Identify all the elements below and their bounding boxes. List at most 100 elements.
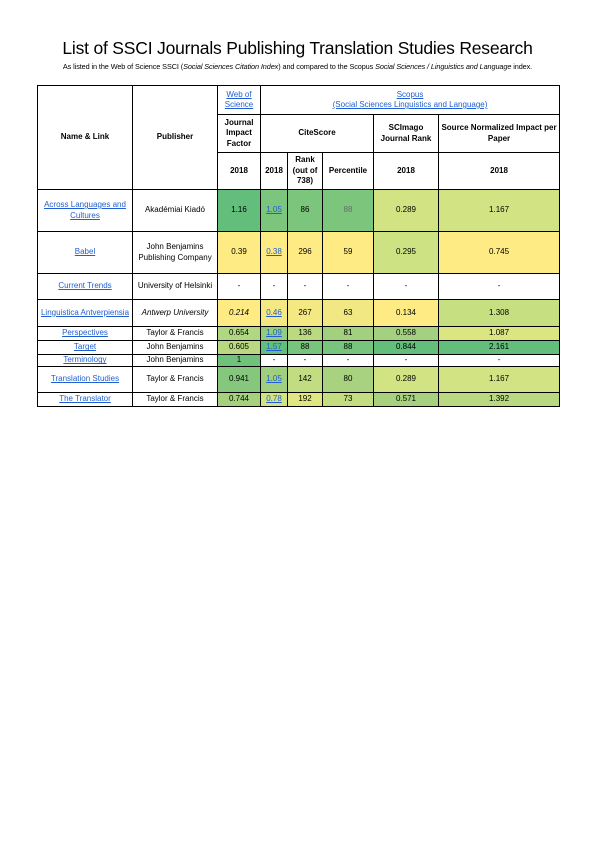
journal-name-link[interactable]: Translation Studies [50, 374, 120, 384]
citescore-percentile: 80 [322, 366, 374, 393]
header-name-link: Name & Link [37, 85, 133, 190]
snip-value: 1.392 [437, 392, 561, 407]
snip-value: 1.167 [437, 366, 561, 393]
table-row: Terminology John Benjamins 1- - - - - [37, 354, 561, 367]
header-web-of-science[interactable]: Web of Science [217, 85, 261, 115]
citescore-rank: - [287, 354, 323, 367]
citescore-percentile: 88 [322, 189, 374, 232]
citescore-rank: - [287, 273, 323, 300]
citescore-percentile: 88 [322, 340, 374, 355]
scimago-journal-rank: - [373, 273, 439, 300]
citescore-value-link[interactable]: 1.05 [266, 374, 282, 384]
citescore-rank: 192 [287, 392, 323, 407]
publisher: John Benjamins Publishing Company [132, 231, 218, 274]
snip-value: 0.745 [437, 231, 561, 274]
journal-name-link[interactable]: Terminology [63, 355, 107, 365]
publisher: John Benjamins [132, 340, 218, 355]
journal-name[interactable]: Terminology [37, 354, 133, 367]
snip-value: - [437, 273, 561, 300]
citescore-value[interactable]: 1.09 [260, 326, 288, 341]
citescore-value-link[interactable]: 1.57 [266, 342, 282, 352]
scimago-journal-rank: 0.571 [373, 392, 439, 407]
citescore-value-link[interactable]: 0.46 [266, 307, 282, 317]
web-of-science-link[interactable]: Web of Science [224, 89, 254, 110]
citescore-value[interactable]: 1.05 [260, 366, 288, 393]
journal-name-link[interactable]: Target [73, 342, 97, 352]
journal-name[interactable]: Current Trends [37, 273, 133, 300]
scimago-journal-rank: - [373, 354, 439, 367]
header-scimago-journal-rank: SCImago Journal Rank [373, 114, 439, 153]
citescore-value-link[interactable]: 0.38 [266, 247, 282, 257]
journal-name[interactable]: Perspectives [37, 326, 133, 341]
header-percentile: Percentile [322, 152, 374, 190]
journal-name-link[interactable]: Perspectives [62, 328, 108, 338]
citescore-rank: 267 [287, 299, 323, 327]
journal-name[interactable]: The Translator [37, 392, 133, 407]
journal-name[interactable]: Across Languages and Cultures [37, 189, 133, 232]
header-journal-impact-factor: Journal Impact Factor [217, 114, 261, 153]
journal-name-link[interactable]: Linguistica Antverpiensia [40, 307, 130, 317]
table-body: Across Languages and Cultures Akadémiai K… [37, 189, 561, 407]
snip-value: 1.308 [437, 299, 561, 327]
journal-impact-factor: 1 [217, 354, 261, 367]
publisher: Taylor & Francis [132, 326, 218, 341]
journal-name-link[interactable]: The Translator [59, 394, 111, 404]
citescore-value-link[interactable]: 1.05 [266, 205, 282, 215]
header-snip: Source Normalized Impact per Paper [437, 114, 561, 153]
journal-name-link[interactable]: Across Languages and Cultures [44, 200, 126, 220]
citescore-value[interactable]: 0.38 [260, 231, 288, 274]
table-row: Translation Studies Taylor & Francis 0.941… [37, 366, 561, 393]
citescore-percentile: - [322, 354, 374, 367]
citescore-value[interactable]: 1.57 [260, 340, 288, 355]
citescore-value[interactable]: 1.05 [260, 189, 288, 232]
document-title: List of SSCI Journals Publishing Transla… [62, 38, 533, 58]
journal-impact-factor: 1.16 [217, 189, 261, 232]
journal-name[interactable]: Babel [37, 231, 133, 274]
publisher: University of Helsinki [132, 273, 218, 300]
journal-impact-factor: 0.654 [217, 326, 261, 341]
citescore-value-link[interactable]: 0.78 [266, 394, 282, 404]
header-rank: Rank (out of 738) [287, 152, 323, 190]
citescore-rank: 86 [287, 189, 323, 232]
scopus-link[interactable]: Scopus (Social Sciences Linguistics and L… [332, 89, 488, 110]
journal-name[interactable]: Translation Studies [37, 366, 133, 393]
journal-name-link[interactable]: Babel [74, 247, 96, 257]
snip-value: 1.167 [437, 189, 561, 232]
journal-impact-factor: 0.941 [217, 366, 261, 393]
snip-value: 2.161 [437, 340, 561, 355]
publisher: Antwerp University [132, 299, 218, 327]
journal-impact-factor: 0.744 [217, 392, 261, 407]
journal-impact-factor: 0.605 [217, 340, 261, 355]
citescore-rank: 296 [287, 231, 323, 274]
citescore-value: - [260, 354, 288, 367]
table-row: Current Trends University of Helsinki - - - -… [37, 273, 561, 300]
snip-value: 1.087 [437, 326, 561, 341]
journal-name-link[interactable]: Current Trends [58, 281, 112, 291]
header-scopus[interactable]: Scopus (Social Sciences Linguistics and L… [259, 85, 561, 115]
citescore-value[interactable]: 0.46 [260, 299, 288, 327]
table-row: The Translator Taylor & Francis 0.744 0.78 1… [37, 392, 561, 407]
citescore-percentile: 73 [322, 392, 374, 407]
citescore-rank: 88 [287, 340, 323, 355]
publisher: Taylor & Francis [132, 392, 218, 407]
journal-impact-factor: 0.214 [217, 299, 261, 327]
journals-table: Name & Link Publisher Web of Science Scop… [37, 85, 561, 407]
header-year-citescore: 2018 [260, 152, 288, 190]
citescore-value[interactable]: 0.78 [260, 392, 288, 407]
scimago-journal-rank: 0.844 [373, 340, 439, 355]
table-row: Across Languages and Cultures Akadémiai K… [37, 189, 561, 232]
scimago-journal-rank: 0.295 [373, 231, 439, 274]
journal-name[interactable]: Linguistica Antverpiensia [37, 299, 133, 327]
citescore-rank: 142 [287, 366, 323, 393]
table-row: Linguistica Antverpiensia Antwerp Univers… [37, 299, 561, 327]
header-citescore: CiteScore [260, 114, 374, 153]
citescore-value-link[interactable]: 1.09 [266, 328, 282, 338]
journal-name[interactable]: Target [37, 340, 133, 355]
header-publisher: Publisher [132, 85, 218, 190]
scimago-journal-rank: 0.289 [373, 189, 439, 232]
citescore-rank: 136 [287, 326, 323, 341]
citescore-percentile: 59 [322, 231, 374, 274]
publisher: John Benjamins [132, 354, 218, 367]
table-row: Target John Benjamins 0.605 1.57 88 88 0.844 2.… [37, 340, 561, 355]
header-year-sjr: 2018 [373, 152, 439, 190]
